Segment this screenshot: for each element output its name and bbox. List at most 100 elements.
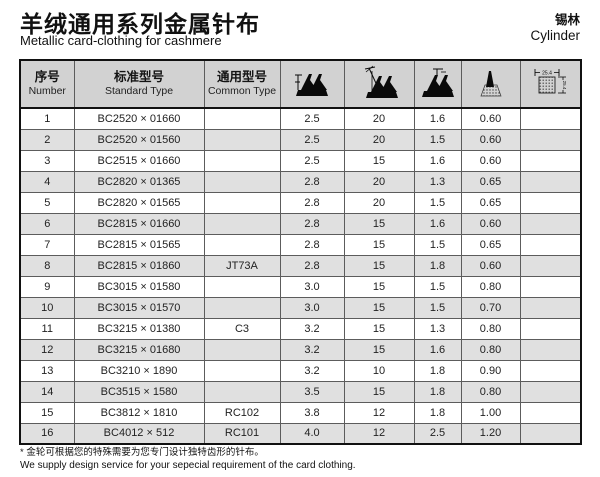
- table-row: 4 BC2820 × 01365 2.8 20 1.3 0.65: [19, 170, 582, 193]
- cell-point-density: [519, 149, 582, 172]
- cell-number: 3: [19, 149, 75, 172]
- cell-common-type: C3: [203, 317, 281, 340]
- point-density-per-square-inch-icon: 25.4 25.4: [534, 69, 567, 94]
- cell-base-rib: 0.60: [460, 128, 521, 151]
- cell-common-type: [203, 170, 281, 193]
- cell-standard-type: BC2520 × 01660: [73, 107, 205, 130]
- col-header-common-type-zh: 通用型号: [216, 69, 267, 84]
- cell-point-density: [519, 212, 582, 235]
- cell-tooth-depth: 1.6: [413, 149, 462, 172]
- cell-point-density: [519, 380, 582, 403]
- density-dim-top-label: 25.4: [542, 71, 552, 77]
- cell-point-density: [519, 233, 582, 256]
- cell-total-height: 3.0: [279, 275, 345, 298]
- cell-working-angle: 15: [343, 296, 415, 319]
- cell-number: 4: [19, 170, 75, 193]
- table-row: 6 BC2815 × 01660 2.8 15 1.6 0.60: [19, 212, 582, 235]
- table-row: 16 BC4012 × 512 RC101 4.0 12 2.5 1.20: [19, 422, 582, 445]
- page-title-zh: 羊绒通用系列金属针布: [20, 11, 260, 37]
- cell-tooth-depth: 1.8: [413, 359, 462, 382]
- cell-point-density: [519, 107, 582, 130]
- table-row: 7 BC2815 × 01565 2.8 15 1.5 0.65: [19, 233, 582, 256]
- section-label-zh: 锡林: [554, 13, 580, 27]
- cell-point-density: [519, 275, 582, 298]
- cell-tooth-depth: 1.5: [413, 191, 462, 214]
- cell-point-density: [519, 254, 582, 277]
- cell-common-type: [203, 212, 281, 235]
- cell-working-angle: 15: [343, 275, 415, 298]
- cell-point-density: [519, 296, 582, 319]
- cell-standard-type: BC3515 × 1580: [73, 380, 205, 403]
- table-row: 1 BC2520 × 01660 2.5 20 1.6 0.60: [19, 107, 582, 130]
- cell-working-angle: 20: [343, 191, 415, 214]
- cell-common-type: [203, 338, 281, 361]
- cell-total-height: 4.0: [279, 422, 345, 445]
- cell-standard-type: BC2815 × 01565: [73, 233, 205, 256]
- cell-standard-type: BC2820 × 01365: [73, 170, 205, 193]
- cell-point-density: [519, 317, 582, 340]
- tooth-total-height-icon: [295, 74, 328, 96]
- cell-common-type: [203, 380, 281, 403]
- cell-base-rib: 0.60: [460, 254, 521, 277]
- col-header-point-density: 25.4 25.4: [519, 59, 582, 109]
- col-header-common-type-en: Common Type: [207, 85, 277, 98]
- base-rib-thickness-icon: [480, 71, 501, 97]
- cell-working-angle: 15: [343, 380, 415, 403]
- table-row: 10 BC3015 × 01570 3.0 15 1.5 0.70: [19, 296, 582, 319]
- cell-base-rib: 0.60: [460, 149, 521, 172]
- cell-working-angle: 20: [343, 107, 415, 130]
- cell-working-angle: 15: [343, 233, 415, 256]
- cell-standard-type: BC2815 × 01860: [73, 254, 205, 277]
- cell-number: 7: [19, 233, 75, 256]
- cell-working-angle: 20: [343, 170, 415, 193]
- cell-working-angle: 20: [343, 128, 415, 151]
- cell-number: 16: [19, 422, 75, 445]
- cell-total-height: 2.5: [279, 149, 345, 172]
- cell-standard-type: BC3210 × 1890: [73, 359, 205, 382]
- cell-base-rib: 1.20: [460, 422, 521, 445]
- cell-number: 5: [19, 191, 75, 214]
- page-title-en: Metallic card-clothing for cashmere: [20, 33, 222, 48]
- cell-base-rib: 0.65: [460, 170, 521, 193]
- cell-tooth-depth: 1.5: [413, 296, 462, 319]
- cell-standard-type: BC2515 × 01660: [73, 149, 205, 172]
- cell-standard-type: BC3015 × 01570: [73, 296, 205, 319]
- cell-total-height: 2.8: [279, 170, 345, 193]
- cell-total-height: 3.5: [279, 380, 345, 403]
- cell-point-density: [519, 401, 582, 424]
- col-header-working-angle: [343, 59, 415, 109]
- cell-tooth-depth: 1.3: [413, 170, 462, 193]
- cell-common-type: [203, 107, 281, 130]
- col-header-standard-type-en: Standard Type: [104, 85, 174, 98]
- cell-working-angle: 15: [343, 338, 415, 361]
- cell-base-rib: 0.65: [460, 191, 521, 214]
- cell-total-height: 2.8: [279, 254, 345, 277]
- footnote-en: We supply design service for your sepeci…: [20, 460, 356, 472]
- cell-common-type: [203, 149, 281, 172]
- cell-tooth-depth: 1.3: [413, 317, 462, 340]
- cell-number: 6: [19, 212, 75, 235]
- section-label: 锡林 Cylinder: [530, 13, 580, 44]
- cell-standard-type: BC2815 × 01660: [73, 212, 205, 235]
- cell-tooth-depth: 1.5: [413, 233, 462, 256]
- cell-point-density: [519, 170, 582, 193]
- card-clothing-spec-table: 序号 Number 标准型号 Standard Type 通用型号 Common…: [19, 59, 582, 445]
- section-label-en: Cylinder: [530, 28, 580, 43]
- cell-common-type: [203, 275, 281, 298]
- cell-standard-type: BC3015 × 01580: [73, 275, 205, 298]
- table-row: 13 BC3210 × 1890 3.2 10 1.8 0.90: [19, 359, 582, 382]
- cell-base-rib: 1.00: [460, 401, 521, 424]
- table-row: 8 BC2815 × 01860 JT73A 2.8 15 1.8 0.60: [19, 254, 582, 277]
- cell-working-angle: 15: [343, 254, 415, 277]
- cell-tooth-depth: 1.8: [413, 380, 462, 403]
- cell-base-rib: 0.90: [460, 359, 521, 382]
- cell-working-angle: 12: [343, 401, 415, 424]
- cell-standard-type: BC3215 × 01380: [73, 317, 205, 340]
- table-header-row: 序号 Number 标准型号 Standard Type 通用型号 Common…: [19, 59, 582, 109]
- cell-standard-type: BC3812 × 1810: [73, 401, 205, 424]
- cell-number: 10: [19, 296, 75, 319]
- col-header-number: 序号 Number: [19, 59, 75, 109]
- cell-base-rib: 0.60: [460, 107, 521, 130]
- cell-tooth-depth: 1.5: [413, 275, 462, 298]
